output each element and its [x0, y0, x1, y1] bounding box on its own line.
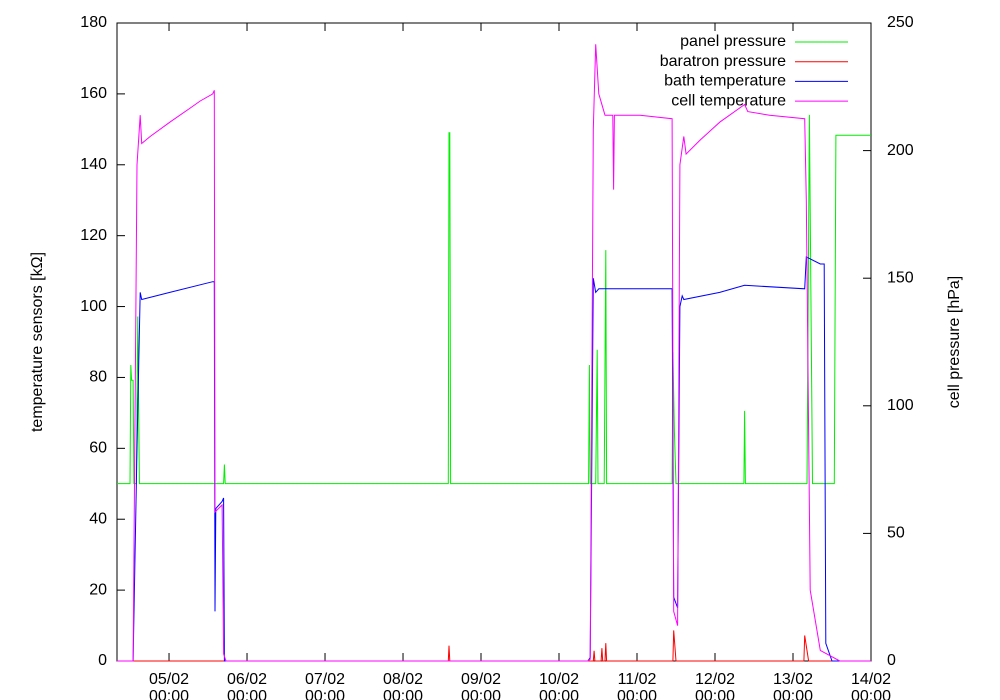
y-tick-label: 120	[80, 227, 107, 244]
y-tick-label: 40	[89, 510, 107, 527]
legend-label: cell temperature	[671, 92, 786, 109]
x-tick-label-line: 06/02	[227, 671, 267, 688]
x-tick-label: 12/02 00:00	[695, 671, 735, 700]
x-tick-label-line: 00:00	[695, 688, 735, 700]
x-tick-label-line: 10/02	[539, 671, 579, 688]
x-tick-label-line: 14/02	[851, 671, 891, 688]
plot-frame	[116, 22, 872, 662]
x-tick-label-line: 00:00	[617, 688, 657, 700]
y2-tick-label: 150	[887, 269, 914, 286]
series-line	[117, 44, 871, 662]
x-tick-label: 10/02 00:00	[539, 671, 579, 700]
y-tick-label: 80	[89, 369, 107, 386]
x-tick-label-line: 00:00	[461, 688, 501, 700]
x-tick-label-line: 00:00	[149, 688, 189, 700]
x-tick-label-line: 00:00	[227, 688, 267, 700]
y2-tick-label: 250	[887, 14, 914, 31]
series-line	[117, 256, 871, 662]
x-tick-label-line: 00:00	[305, 688, 345, 700]
y-tick-label: 0	[98, 652, 107, 669]
y2-axis-label: cell pressure [hPa]	[946, 276, 963, 409]
y-tick-label: 100	[80, 298, 107, 315]
x-tick-label-line: 12/02	[695, 671, 735, 688]
y-tick-label: 160	[80, 85, 107, 102]
x-tick-label: 13/02 00:00	[773, 671, 813, 700]
legend-label: panel pressure	[680, 33, 786, 50]
x-tick-label-line: 11/02	[618, 671, 657, 688]
series-line	[117, 630, 871, 662]
x-tick-label: 08/02 00:00	[383, 671, 423, 700]
y-tick-label: 140	[80, 156, 107, 173]
x-tick-label: 07/02 00:00	[305, 671, 345, 700]
y-tick-label: 180	[80, 14, 107, 31]
y-tick-label: 20	[89, 581, 107, 598]
x-tick-label-line: 08/02	[383, 671, 423, 688]
y2-tick-label: 200	[887, 142, 914, 159]
y-axis-label: temperature sensors [kΩ]	[29, 252, 46, 432]
x-tick-label-line: 05/02	[149, 671, 189, 688]
legend-label: bath temperature	[664, 73, 786, 90]
x-tick-label-line: 00:00	[539, 688, 579, 700]
series-line	[117, 114, 871, 485]
x-tick-label-line: 00:00	[773, 688, 813, 700]
x-tick-label: 11/02 00:00	[617, 671, 657, 700]
x-tick-label: 05/02 00:00	[149, 671, 189, 700]
legend-label: baratron pressure	[660, 53, 786, 70]
x-tick-label-line: 09/02	[461, 671, 501, 688]
x-tick-label-line: 13/02	[773, 671, 813, 688]
x-tick-label: 09/02 00:00	[461, 671, 501, 700]
y2-tick-label: 100	[887, 397, 914, 414]
x-tick-label-line: 00:00	[851, 688, 891, 700]
x-tick-label-line: 07/02	[305, 671, 345, 688]
y-tick-label: 60	[89, 440, 107, 457]
x-tick-label: 06/02 00:00	[227, 671, 267, 700]
y2-tick-label: 0	[887, 652, 896, 669]
x-tick-label: 14/02 00:00	[851, 671, 891, 700]
y2-tick-label: 50	[887, 525, 905, 542]
x-tick-label-line: 00:00	[383, 688, 423, 700]
